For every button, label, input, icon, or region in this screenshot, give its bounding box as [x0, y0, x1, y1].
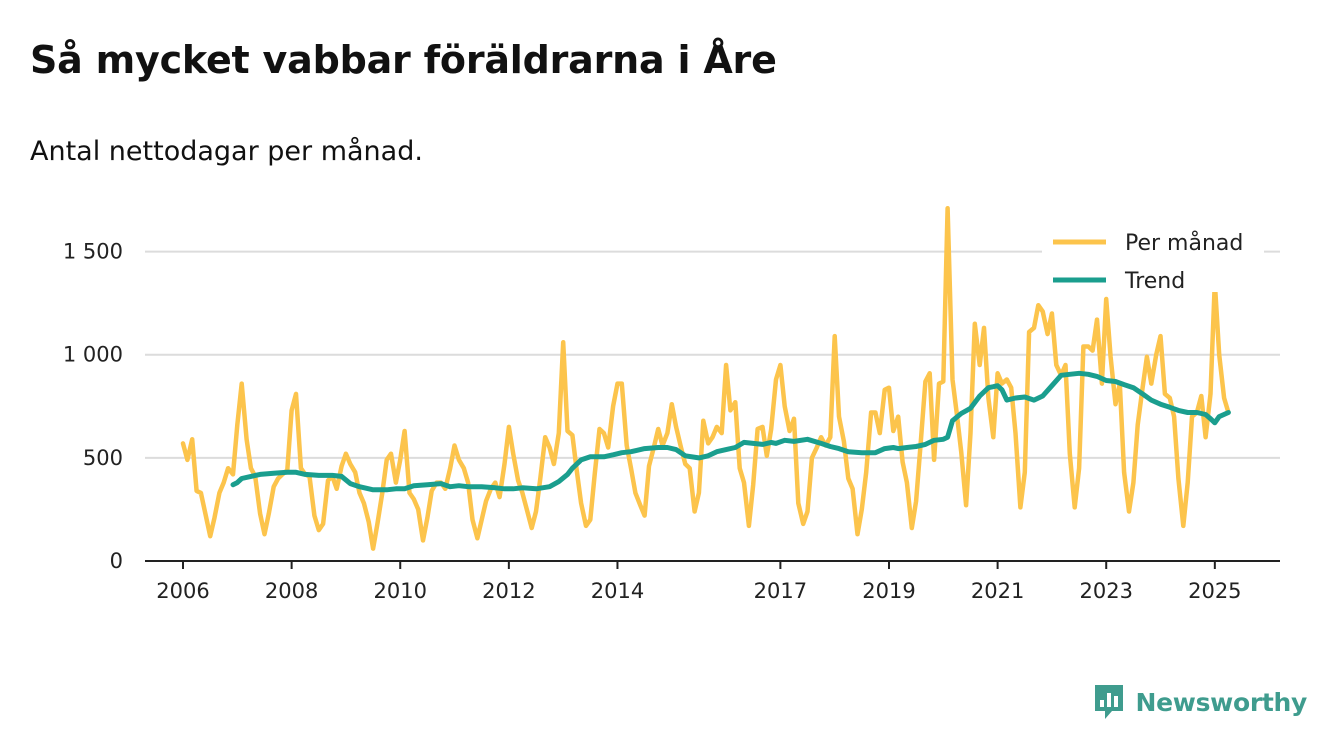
y-tick-label: 1 500 — [63, 240, 123, 264]
legend: Per månad Trend — [1042, 222, 1264, 294]
brand-name: Newsworthy — [1135, 687, 1308, 717]
legend-label: Trend — [1124, 269, 1185, 294]
series-lines — [180, 206, 1231, 551]
x-tick-label: 2012 — [482, 579, 535, 603]
series-line-per-manad — [180, 206, 1231, 551]
brand-logo: Newsworthy — [1092, 683, 1308, 721]
legend-label: Per månad — [1125, 230, 1243, 256]
x-tick-label: 2017 — [754, 579, 807, 603]
chart-subtitle: Antal nettodagar per månad. — [30, 136, 423, 167]
axes: 0 500 1 000 1 500 2006 2008 2010 2012 2014 2017 20… — [63, 240, 1280, 603]
x-tick-label: 2014 — [591, 579, 644, 603]
x-tick-label: 2019 — [862, 579, 915, 603]
x-tick-label: 2008 — [265, 579, 318, 603]
y-tick-label: 0 — [110, 549, 123, 573]
series-line-trend — [230, 370, 1231, 493]
y-tick-label: 1 000 — [63, 343, 123, 367]
y-tick-label: 500 — [83, 446, 123, 470]
x-tick-label: 2010 — [374, 579, 427, 603]
x-tick-label: 2021 — [971, 579, 1024, 603]
x-tick-label: 2025 — [1188, 579, 1241, 603]
chart-title: Så mycket vabbar föräldrarna i Åre — [30, 38, 777, 82]
newsworthy-chart-logo-icon — [1094, 685, 1123, 719]
x-tick-label: 2023 — [1079, 579, 1132, 603]
x-tick-label: 2006 — [156, 579, 209, 603]
